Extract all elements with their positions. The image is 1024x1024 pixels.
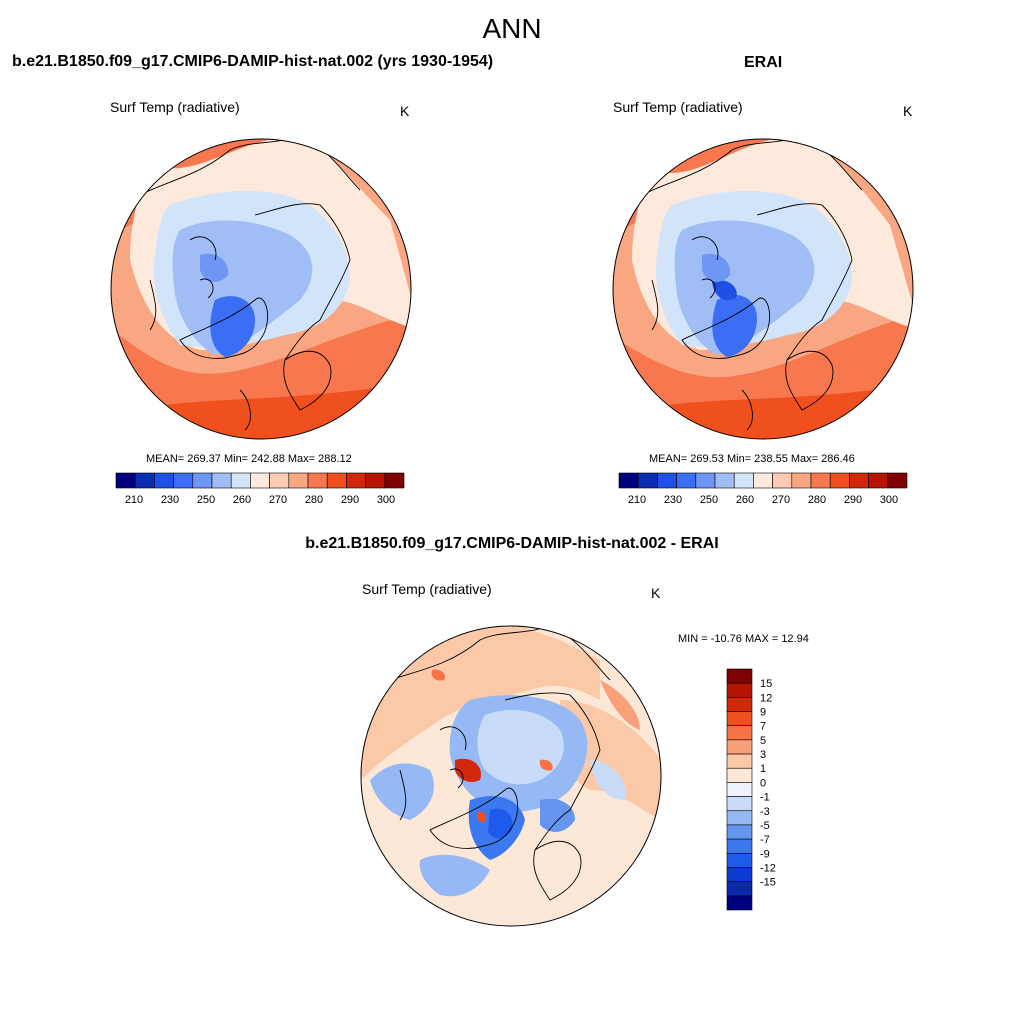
colorbar-swatch xyxy=(714,472,735,489)
colorbar-tick-label: 1 xyxy=(760,763,766,775)
colorbar-swatch xyxy=(211,472,232,489)
colorbar-swatch xyxy=(772,472,793,489)
colorbar-swatch xyxy=(365,472,386,489)
colorbar-tick-label: 300 xyxy=(377,494,395,506)
colorbar-swatch xyxy=(887,472,908,489)
colorbar-swatch xyxy=(810,472,831,489)
left-polar-map xyxy=(110,138,412,440)
colorbar-tick-label: 270 xyxy=(269,494,287,506)
colorbar-tick-label: 230 xyxy=(664,494,682,506)
colorbar-tick-label: -15 xyxy=(760,877,776,889)
colorbar-swatch xyxy=(384,472,405,489)
colorbar-swatch xyxy=(134,472,155,489)
colorbar-swatch xyxy=(726,739,753,755)
colorbar-swatch xyxy=(726,682,753,698)
colorbar-tick-label: 260 xyxy=(736,494,754,506)
colorbar-tick-label: 210 xyxy=(628,494,646,506)
colorbar-tick-label: 300 xyxy=(880,494,898,506)
colorbar-tick-label: 290 xyxy=(844,494,862,506)
colorbar-tick-label: 9 xyxy=(760,707,766,719)
colorbar-tick-label: 260 xyxy=(233,494,251,506)
colorbar-tick-label: 270 xyxy=(772,494,790,506)
colorbar-swatch xyxy=(618,472,639,489)
colorbar-swatch xyxy=(173,472,194,489)
diff-polar-map xyxy=(360,625,662,927)
colorbar-swatch xyxy=(346,472,366,489)
left-colorbar: 210 230 250 260 270 280 290 300 xyxy=(115,472,405,506)
colorbar-swatch xyxy=(726,668,753,684)
right-stats: MEAN= 269.53 Min= 238.55 Max= 286.46 xyxy=(649,453,855,465)
colorbar-tick-label: -7 xyxy=(760,834,770,846)
colorbar-swatch xyxy=(849,472,869,489)
colorbar-tick-label: 250 xyxy=(197,494,215,506)
colorbar-swatch xyxy=(250,472,270,489)
colorbar-swatch xyxy=(637,472,658,489)
colorbar-tick-label: 12 xyxy=(760,692,772,704)
right-units-label: K xyxy=(903,103,913,119)
colorbar-swatch xyxy=(726,852,753,868)
colorbar-tick-label: 250 xyxy=(700,494,718,506)
colorbar-tick-label: 3 xyxy=(760,749,766,761)
colorbar-swatch xyxy=(726,697,753,712)
colorbar-swatch xyxy=(726,824,753,840)
colorbar-tick-label: 5 xyxy=(760,735,766,747)
colorbar-tick-label: -9 xyxy=(760,848,770,860)
colorbar-swatch xyxy=(726,753,753,769)
colorbar-swatch xyxy=(868,472,889,489)
colorbar-tick-label: -1 xyxy=(760,792,770,804)
main-title: ANN xyxy=(482,13,542,44)
colorbar-tick-label: 280 xyxy=(305,494,323,506)
colorbar-tick-label: 290 xyxy=(341,494,359,506)
colorbar-swatch xyxy=(288,472,309,489)
colorbar-swatch xyxy=(676,472,697,489)
left-variable-label: Surf Temp (radiative) xyxy=(110,99,240,115)
colorbar-swatch xyxy=(269,472,290,489)
diff-panel-title: b.e21.B1850.f09_g17.CMIP6-DAMIP-hist-nat… xyxy=(305,535,719,552)
diff-units-label: K xyxy=(651,585,661,601)
colorbar-swatch xyxy=(726,838,753,854)
colorbar-tick-label: 15 xyxy=(760,678,772,690)
colorbar-swatch xyxy=(726,810,753,826)
colorbar-swatch xyxy=(791,472,812,489)
colorbar-swatch xyxy=(307,472,328,489)
colorbar-swatch xyxy=(726,881,753,897)
colorbar-swatch xyxy=(829,472,850,489)
right-colorbar: 210 230 250 260 270 280 290 300 xyxy=(618,472,908,506)
left-units-label: K xyxy=(400,103,410,119)
colorbar-swatch xyxy=(726,725,753,741)
colorbar-tick-label: 230 xyxy=(161,494,179,506)
colorbar-swatch xyxy=(726,796,753,812)
colorbar-swatch xyxy=(115,472,136,489)
colorbar-swatch xyxy=(726,711,753,727)
colorbar-swatch xyxy=(695,472,716,489)
left-stats: MEAN= 269.37 Min= 242.88 Max= 288.12 xyxy=(146,453,352,465)
colorbar-tick-label: 7 xyxy=(760,721,766,733)
right-variable-label: Surf Temp (radiative) xyxy=(613,99,743,115)
colorbar-swatch xyxy=(753,472,773,489)
colorbar-tick-label: -5 xyxy=(760,820,770,832)
diff-stats: MIN = -10.76 MAX = 12.94 xyxy=(678,633,809,645)
colorbar-tick-label: -3 xyxy=(760,806,770,818)
colorbar-tick-label: 0 xyxy=(760,777,766,789)
colorbar-tick-label: 210 xyxy=(125,494,143,506)
colorbar-swatch xyxy=(657,472,677,489)
colorbar-tick-label: 280 xyxy=(808,494,826,506)
colorbar-swatch xyxy=(192,472,213,489)
colorbar-tick-label: -12 xyxy=(760,862,776,874)
colorbar-swatch xyxy=(154,472,174,489)
colorbar-swatch xyxy=(726,895,753,911)
colorbar-swatch xyxy=(726,767,753,783)
colorbar-swatch xyxy=(326,472,347,489)
diff-variable-label: Surf Temp (radiative) xyxy=(362,581,492,597)
right-polar-map xyxy=(612,138,914,440)
colorbar-swatch xyxy=(733,472,754,489)
right-panel-title: ERAI xyxy=(744,54,783,71)
colorbar-swatch xyxy=(726,867,753,882)
colorbar-swatch xyxy=(230,472,251,489)
left-panel-title: b.e21.B1850.f09_g17.CMIP6-DAMIP-hist-nat… xyxy=(12,53,494,70)
colorbar-swatch xyxy=(726,782,753,797)
diff-colorbar: 15 12 9 7 5 3 1 0 -1 -3 -5 -7 -9 -12 -15 xyxy=(726,668,776,911)
